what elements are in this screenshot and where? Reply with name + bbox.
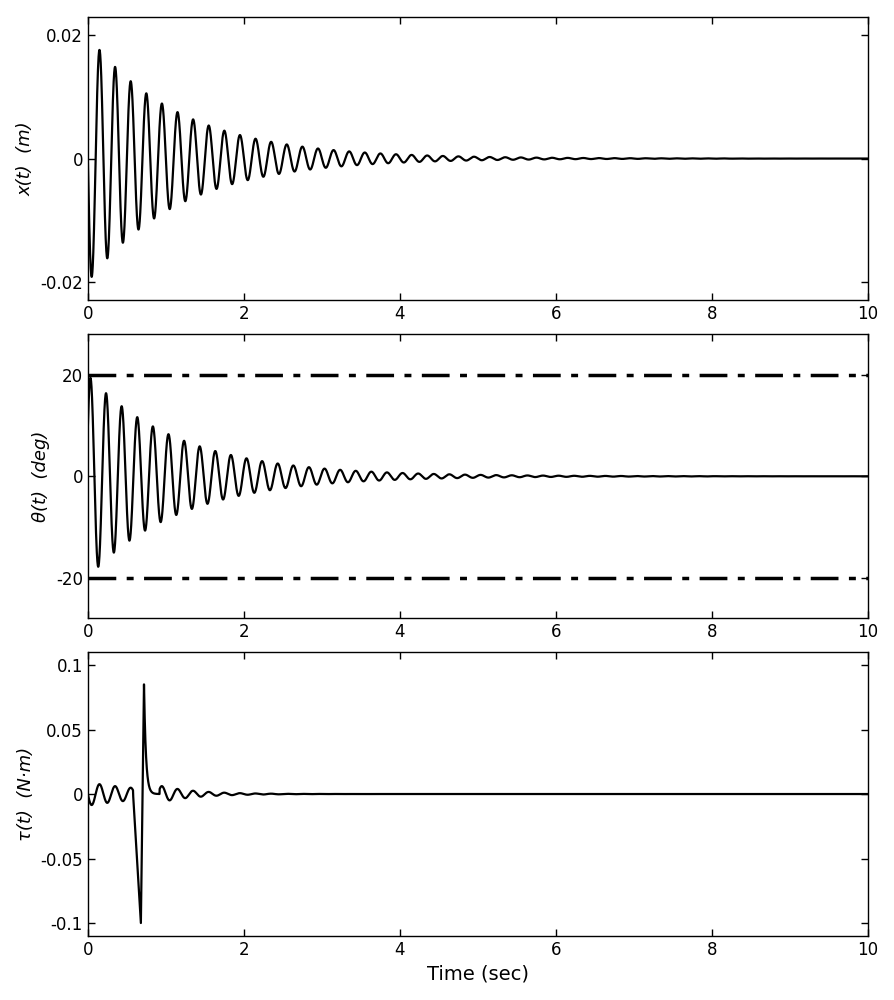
Y-axis label: x(t)  (m): x(t) (m) <box>17 121 35 196</box>
Y-axis label: θ(t)  (deg): θ(t) (deg) <box>32 431 50 522</box>
X-axis label: Time (sec): Time (sec) <box>426 964 528 983</box>
Y-axis label: τ(t)  (N·m): τ(t) (N·m) <box>17 747 35 841</box>
